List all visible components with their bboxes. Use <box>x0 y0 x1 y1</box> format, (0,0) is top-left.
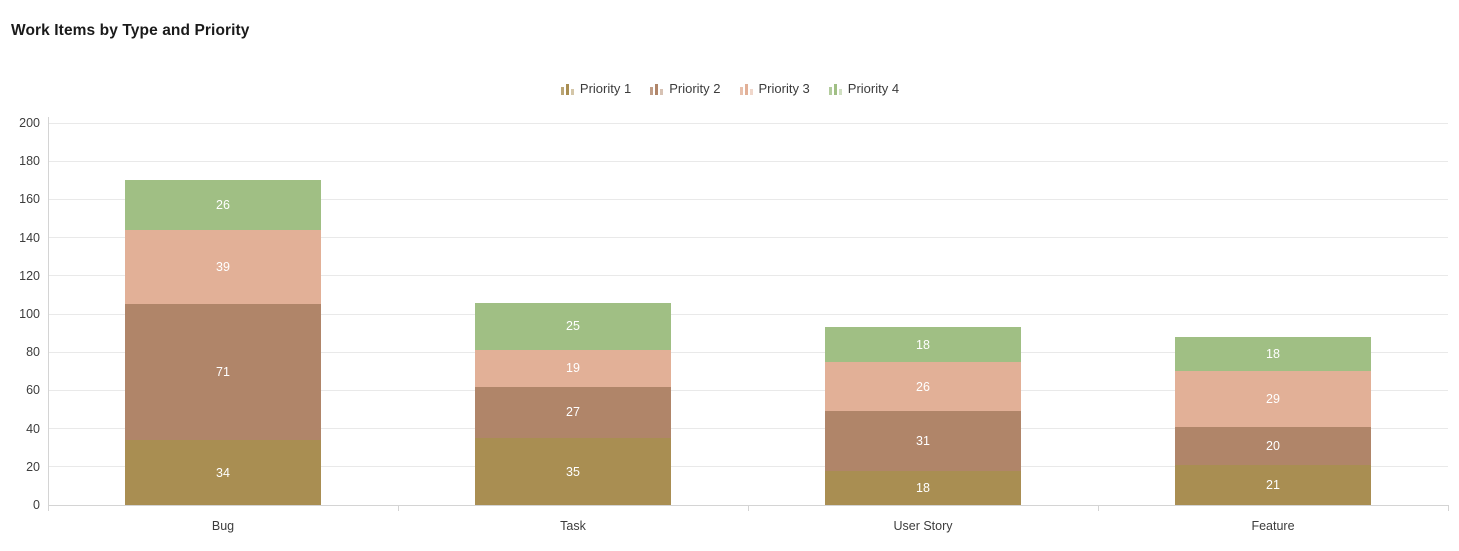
gridline <box>48 237 1448 239</box>
bar-segment-feature-priority-1[interactable]: 21 <box>1175 464 1371 505</box>
legend-item-3[interactable]: Priority 3 <box>739 81 810 96</box>
y-axis-label: 180 <box>19 154 40 169</box>
x-axis-tick <box>1098 505 1099 511</box>
legend-item-1[interactable]: Priority 1 <box>560 81 631 96</box>
y-axis-label: 120 <box>19 268 40 283</box>
x-axis-label: Feature <box>1251 519 1295 533</box>
gridline <box>48 275 1448 277</box>
bar-value-label: 25 <box>566 319 580 334</box>
bar-chart-icon <box>828 83 842 95</box>
bar-segment-user-story-priority-3[interactable]: 26 <box>825 361 1021 412</box>
y-axis-label: 40 <box>26 421 40 436</box>
bar-value-label: 26 <box>216 198 230 213</box>
legend-item-4[interactable]: Priority 4 <box>828 81 899 96</box>
bar-value-label: 31 <box>916 434 930 448</box>
gridline <box>48 466 1448 468</box>
legend-label: Priority 4 <box>847 81 900 96</box>
bar-chart-icon <box>739 83 753 95</box>
legend-label: Priority 1 <box>579 81 632 96</box>
y-axis-label: 0 <box>33 498 40 512</box>
gridline <box>48 428 1448 430</box>
legend-label: Priority 2 <box>669 81 721 96</box>
bar-segment-bug-priority-4[interactable]: 26 <box>125 180 321 230</box>
bar-value-label: 26 <box>916 379 930 394</box>
y-axis-label: 20 <box>26 459 40 474</box>
bar-value-label: 34 <box>216 465 230 480</box>
y-axis-label: 200 <box>19 116 40 130</box>
gridline <box>48 160 1448 162</box>
x-axis-tick <box>748 505 749 511</box>
bar-segment-bug-priority-3[interactable]: 39 <box>125 229 321 305</box>
gridline <box>48 313 1448 315</box>
y-axis-label: 160 <box>19 192 40 207</box>
bar-value-label: 18 <box>916 480 930 495</box>
x-axis-tick <box>1448 505 1449 511</box>
legend-item-2[interactable]: Priority 2 <box>649 81 721 96</box>
x-axis-label: Task <box>560 519 586 533</box>
bar-value-label: 21 <box>1266 477 1280 492</box>
gridline <box>48 122 1448 124</box>
bar-segment-user-story-priority-1[interactable]: 18 <box>825 470 1021 505</box>
y-axis-label: 100 <box>19 307 40 321</box>
bar-value-label: 19 <box>566 361 580 376</box>
bar-value-label: 71 <box>216 365 230 380</box>
y-axis-label: 60 <box>26 383 40 398</box>
bar-chart-icon <box>650 83 664 95</box>
bar-value-label: 39 <box>216 260 230 275</box>
bar-segment-user-story-priority-4[interactable]: 18 <box>825 327 1021 362</box>
bar-value-label: 29 <box>1266 391 1280 406</box>
bar-segment-task-priority-4[interactable]: 25 <box>475 302 671 351</box>
chart-title: Work Items by Type and Priority <box>11 22 250 39</box>
x-axis-tick <box>48 505 49 511</box>
gridline <box>48 351 1448 353</box>
legend-label: Priority 3 <box>758 81 810 96</box>
bar-segment-task-priority-1[interactable]: 35 <box>475 438 671 505</box>
y-axis-line <box>48 117 49 505</box>
y-axis-label: 80 <box>26 345 40 360</box>
bar-segment-feature-priority-3[interactable]: 29 <box>1175 371 1371 427</box>
bar-value-label: 27 <box>566 405 580 420</box>
bar-segment-feature-priority-4[interactable]: 18 <box>1175 336 1371 372</box>
bar-segment-bug-priority-2[interactable]: 71 <box>125 304 321 441</box>
bar-value-label: 20 <box>1266 438 1280 453</box>
legend: Priority 1 Priority 2 Priority 3 Priority 4 <box>0 81 1459 96</box>
x-axis-label: Bug <box>211 519 235 533</box>
bar-segment-task-priority-3[interactable]: 19 <box>475 350 671 387</box>
bar-segment-feature-priority-2[interactable]: 20 <box>1175 426 1371 465</box>
bar-segment-task-priority-2[interactable]: 27 <box>475 386 671 439</box>
bar-value-label: 18 <box>916 337 930 352</box>
bar-segment-user-story-priority-2[interactable]: 31 <box>825 411 1021 471</box>
gridline <box>48 389 1448 391</box>
bar-value-label: 35 <box>566 464 580 479</box>
bar-value-label: 18 <box>1266 347 1280 362</box>
x-axis-tick <box>398 505 399 511</box>
gridline <box>48 198 1448 200</box>
bar-segment-bug-priority-1[interactable]: 34 <box>125 440 321 505</box>
y-axis-label: 140 <box>19 230 40 245</box>
x-axis-label: User Story <box>893 519 953 533</box>
bar-chart-icon <box>560 83 574 95</box>
